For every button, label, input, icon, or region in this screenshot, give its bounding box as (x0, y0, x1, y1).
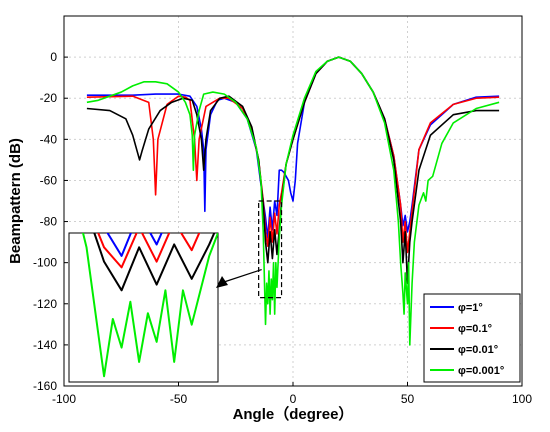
inset-series-group (81, 233, 218, 378)
zoom-arrow-head (216, 276, 228, 288)
inset-series-line-2 (97, 233, 201, 269)
zoom-annotation (68, 200, 283, 383)
y-tick-label: -140 (33, 338, 57, 352)
legend-label-3: φ=0.01° (458, 344, 498, 356)
series-line-2 (86, 56, 500, 254)
zoom-arrow-line (223, 269, 262, 283)
legend-box (423, 293, 521, 383)
y-tick-label: -20 (40, 91, 58, 105)
series-line-3 (86, 56, 500, 285)
x-tick-label: 50 (401, 392, 415, 406)
series-line-4 (86, 56, 500, 346)
x-axis-label: Angle（degree） (233, 405, 354, 423)
legend-label-2: φ=0.1° (458, 323, 492, 335)
y-tick-label: -100 (33, 256, 57, 270)
x-tick-label: 0 (290, 392, 297, 406)
y-tick-label: -40 (40, 132, 58, 146)
series-line-1 (86, 56, 500, 239)
y-tick-label: 0 (50, 50, 57, 64)
y-tick-label: -60 (40, 173, 58, 187)
main-series-group (86, 56, 500, 346)
y-tick-label: -160 (33, 379, 57, 393)
x-tick-label: 100 (512, 392, 532, 406)
legend: φ=1° φ=0.1° φ=0.01° φ=0.001° (423, 293, 521, 383)
tick-labels: -100 -50 0 50 100 0 -20 -40 -60 -80 -100 -120 -140 -1… (33, 50, 532, 406)
x-tick-label: -100 (52, 392, 76, 406)
legend-label-1: φ=1° (458, 302, 483, 314)
inset-series-line-4 (81, 233, 218, 378)
inset-series-line-3 (93, 233, 216, 292)
y-axis-label: Beampattern (dB) (7, 138, 24, 264)
y-tick-label: -80 (40, 215, 58, 229)
legend-label-4: φ=0.001° (458, 365, 504, 377)
y-tick-label: -120 (33, 297, 57, 311)
x-tick-label: -50 (170, 392, 188, 406)
zoom-region-box (258, 200, 283, 299)
